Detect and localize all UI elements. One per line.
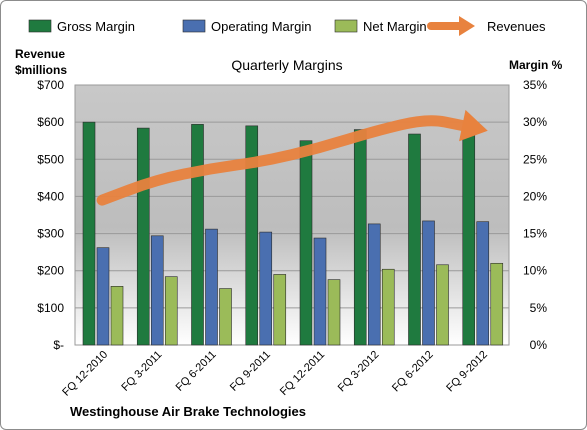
right-tick-label: 30%	[523, 115, 547, 129]
chart-title: Quarterly Margins	[231, 57, 342, 73]
legend-label: Gross Margin	[57, 19, 135, 34]
y-axis-label-right: Margin %	[509, 58, 563, 72]
right-tick-label: 20%	[523, 189, 547, 203]
x-axis-ticks: FQ 12-2010 FQ 3-2011 FQ 6-2011 FQ 9-2011 FQ …	[60, 349, 490, 399]
bar-operating-margin	[367, 223, 381, 346]
bar-net-margin	[327, 279, 341, 346]
bar-net-margin	[436, 264, 449, 346]
bar-gross-margin	[82, 121, 96, 346]
left-tick-label: $100	[37, 301, 64, 315]
legend-swatch	[28, 19, 52, 33]
revenue-arrowhead	[459, 109, 488, 142]
bar-operating-margin	[422, 220, 435, 346]
legend-swatch	[334, 19, 358, 33]
bar-operating-margin	[96, 247, 110, 346]
right-axis-ticks: 0% 5% 10% 15% 20% 25% 30% 35%	[523, 78, 547, 352]
bar-operating-margin	[259, 231, 273, 346]
bar-net-margin	[490, 262, 504, 346]
bar-gross-margin	[353, 129, 367, 346]
bar-gross-margin	[408, 133, 421, 346]
x-tick-label: FQ 12-2010	[60, 349, 110, 399]
bar-gross-margin	[191, 124, 204, 346]
bar-net-margin	[164, 276, 178, 346]
left-tick-label: $-	[53, 338, 64, 352]
bars	[82, 121, 504, 346]
y-axis-label-left-units: $millions	[15, 63, 67, 77]
legend-swatch-arrowhead	[459, 16, 475, 36]
x-tick-label: FQ 9-2012	[444, 349, 490, 395]
bar-gross-margin	[462, 127, 476, 346]
left-tick-label: $300	[37, 227, 64, 241]
x-tick-label: FQ 3-2011	[119, 349, 164, 394]
right-tick-label: 5%	[530, 301, 548, 315]
x-tick-label: FQ 6-2011	[174, 349, 219, 394]
right-tick-label: 15%	[523, 227, 547, 241]
y-axis-label-left: Revenue	[15, 47, 65, 61]
left-tick-label: $700	[37, 78, 64, 92]
bar-net-margin	[219, 288, 232, 346]
legend-label: Operating Margin	[211, 19, 311, 34]
bar-gross-margin	[136, 127, 150, 346]
left-tick-label: $400	[37, 189, 64, 203]
right-tick-label: 25%	[523, 152, 547, 166]
x-tick-label: FQ 9-2011	[228, 349, 273, 394]
left-tick-label: $600	[37, 115, 64, 129]
left-tick-label: $500	[37, 152, 64, 166]
left-tick-label: $200	[37, 264, 64, 278]
bar-gross-margin	[299, 140, 313, 346]
legend-label: Revenues	[487, 19, 546, 34]
revenue-line	[96, 115, 468, 206]
right-tick-label: 0%	[530, 338, 548, 352]
bar-operating-margin	[476, 221, 490, 346]
revenue-arrow	[96, 109, 488, 206]
right-tick-label: 35%	[523, 78, 547, 92]
bar-net-margin	[273, 274, 287, 346]
x-tick-label: FQ 3-2012	[336, 349, 382, 395]
bar-operating-margin	[205, 228, 218, 346]
legend-label: Net Margin	[363, 19, 427, 34]
bar-operating-margin	[313, 237, 327, 346]
left-axis-ticks: $- $100 $200 $300 $400 $500 $600 $700	[37, 78, 64, 352]
x-tick-label: FQ 6-2012	[390, 349, 436, 395]
right-tick-label: 10%	[523, 264, 547, 278]
company-name: Westinghouse Air Brake Technologies	[70, 404, 306, 419]
bar-net-margin	[381, 268, 395, 346]
bar-operating-margin	[150, 235, 164, 346]
bar-net-margin	[110, 286, 124, 346]
legend-swatch	[182, 19, 206, 33]
legend: Gross Margin Operating Margin Net Margin Re…	[28, 16, 546, 36]
bar-gross-margin	[245, 125, 259, 346]
x-tick-label: FQ 12-2011	[278, 349, 327, 398]
